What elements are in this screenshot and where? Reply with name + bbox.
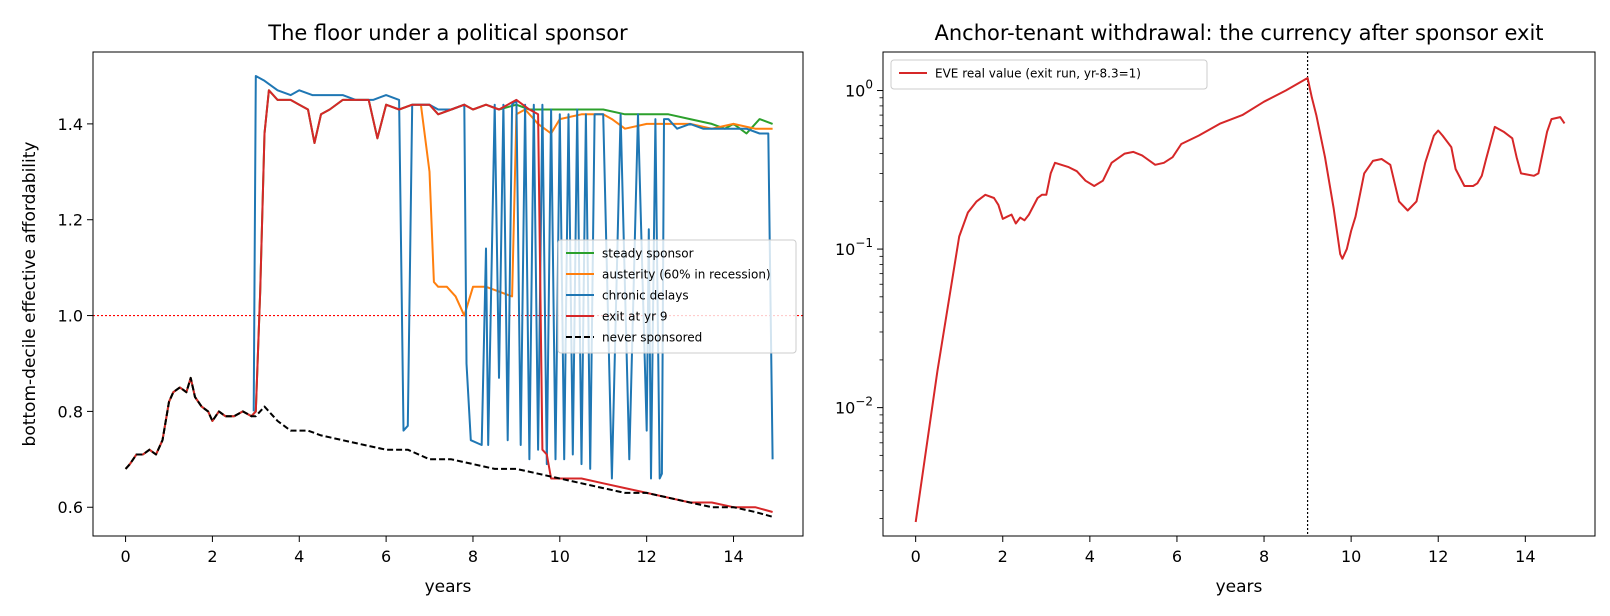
left-y-axis-label: bottom-decile effective affordability — [20, 142, 40, 447]
right-series-line-0 — [914, 77, 1566, 523]
right-x-axis-label: years — [1216, 577, 1263, 597]
right-x-tick-label: 8 — [1259, 547, 1269, 566]
left-legend: steady sponsor austerity (60% in recessio… — [557, 239, 797, 354]
right-plot-area — [914, 52, 1566, 536]
left-legend-label: steady sponsor — [602, 247, 694, 261]
right-legend-label: EVE real value (exit run, yr-8.3=1) — [935, 67, 1141, 81]
left-chart: The floor under a political sponsor year… — [20, 21, 804, 597]
left-x-tick-label: 6 — [381, 547, 391, 566]
left-y-tick-label: 1.4 — [58, 115, 83, 134]
right-chart: Anchor-tenant withdrawal: the currency a… — [835, 21, 1596, 597]
left-plot-clip-group — [93, 75, 803, 518]
left-legend-label: exit at yr 9 — [602, 310, 667, 324]
left-legend-label: never sponsored — [602, 331, 702, 345]
left-x-axis-label: years — [425, 577, 472, 597]
left-series-line-1 — [419, 104, 773, 317]
right-y-tick-label: 10−1 — [835, 236, 873, 259]
right-axes-frame — [882, 51, 1596, 537]
left-x-tick-label: 4 — [294, 547, 304, 566]
right-x-tick-label: 14 — [1515, 547, 1535, 566]
left-x-tick-label: 12 — [636, 547, 656, 566]
left-y-tick-label: 1.2 — [58, 211, 83, 230]
left-plot-area — [93, 75, 803, 518]
right-legend-box — [890, 59, 1208, 90]
left-legend-label: austerity (60% in recession) — [602, 268, 771, 282]
left-x-tick-label: 10 — [550, 547, 570, 566]
left-ticks: 0 2 4 6 8 10 12 14 0.6 0.8 1.0 1.2 1.4 — [58, 115, 744, 566]
right-x-tick-label: 2 — [998, 547, 1008, 566]
left-legend-label: chronic delays — [602, 289, 689, 303]
left-x-tick-label: 14 — [723, 547, 743, 566]
left-chart-title: The floor under a political sponsor — [267, 21, 628, 45]
right-legend: EVE real value (exit run, yr-8.3=1) — [890, 59, 1208, 90]
right-y-tick-label: 100 — [845, 78, 873, 101]
right-x-tick-label: 4 — [1085, 547, 1095, 566]
right-x-tick-label: 12 — [1428, 547, 1448, 566]
left-x-tick-label: 0 — [120, 547, 130, 566]
left-x-tick-label: 8 — [468, 547, 478, 566]
left-axes-frame — [92, 51, 804, 537]
right-ticks: 0 2 4 6 8 10 12 14 10−2 10−1 100 — [835, 78, 1536, 566]
left-series-line-4 — [124, 376, 773, 518]
right-y-tick-label: 10−2 — [835, 395, 873, 418]
right-plot-clip-group — [914, 52, 1566, 536]
left-y-tick-label: 1.0 — [58, 307, 83, 326]
left-y-tick-label: 0.8 — [58, 402, 83, 421]
right-x-tick-label: 10 — [1341, 547, 1361, 566]
left-legend-box — [557, 239, 797, 354]
left-x-tick-label: 2 — [207, 547, 217, 566]
right-chart-title: Anchor-tenant withdrawal: the currency a… — [934, 21, 1543, 45]
right-x-tick-label: 6 — [1172, 547, 1182, 566]
right-x-tick-label: 0 — [911, 547, 921, 566]
left-y-tick-label: 0.6 — [58, 498, 83, 517]
